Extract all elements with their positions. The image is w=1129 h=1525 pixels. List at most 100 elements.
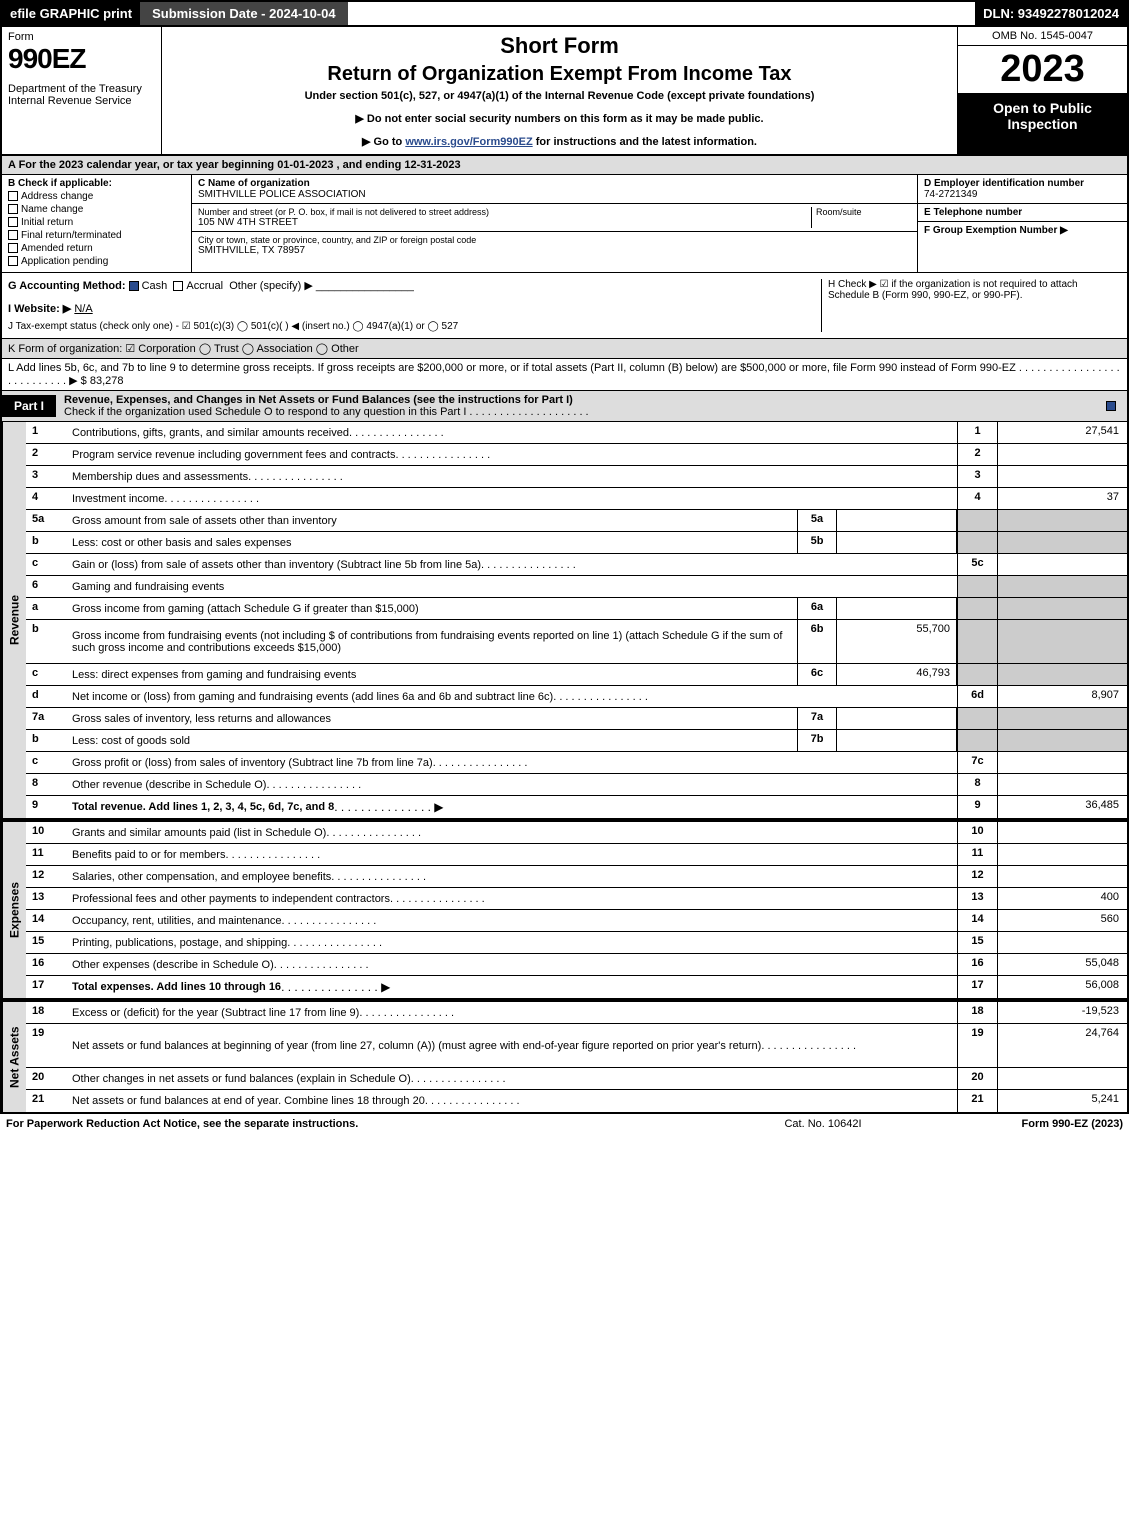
check-cash[interactable] [129,281,139,291]
line-number: b [26,532,66,553]
result-line-number [957,620,997,663]
result-value: 56,008 [997,976,1127,998]
check-address-change[interactable]: Address change [8,191,185,202]
top-bar: efile GRAPHIC print Submission Date - 20… [0,0,1129,27]
netassets-side-label: Net Assets [2,1002,26,1112]
line-description: Net assets or fund balances at beginning… [66,1024,957,1067]
line-description: Grants and similar amounts paid (list in… [66,822,957,843]
result-value [997,620,1127,663]
netassets-table: Net Assets 18Excess or (deficit) for the… [0,1000,1129,1114]
footer-cat-no: Cat. No. 10642I [723,1118,923,1130]
result-value: 560 [997,910,1127,931]
line-number: 7a [26,708,66,729]
line-description: Gross amount from sale of assets other t… [66,510,797,531]
table-row: 17Total expenses. Add lines 10 through 1… [26,976,1127,998]
result-value: 37 [997,488,1127,509]
result-line-number [957,510,997,531]
revenue-side-label: Revenue [2,422,26,818]
line-description: Less: direct expenses from gaming and fu… [66,664,797,685]
addr-label: Number and street (or P. O. box, if mail… [198,207,811,217]
info-grid: B Check if applicable: Address change Na… [0,175,1129,273]
sub-line-number: 5a [797,510,837,531]
line-number: 18 [26,1002,66,1023]
result-value [997,822,1127,843]
result-line-number: 3 [957,466,997,487]
line-number: c [26,752,66,773]
result-line-number: 19 [957,1024,997,1067]
section-l: L Add lines 5b, 6c, and 7b to line 9 to … [0,359,1129,391]
line-description: Gross income from gaming (attach Schedul… [66,598,797,619]
check-application-pending[interactable]: Application pending [8,256,185,267]
sub-line-value [837,510,957,531]
line-number: 14 [26,910,66,931]
result-value [997,664,1127,685]
section-a-tax-year: A For the 2023 calendar year, or tax yea… [0,156,1129,175]
part-1-checkbox[interactable] [1106,400,1127,412]
line-description: Other revenue (describe in Schedule O) .… [66,774,957,795]
result-line-number: 4 [957,488,997,509]
table-row: cGross profit or (loss) from sales of in… [26,752,1127,774]
check-final-return[interactable]: Final return/terminated [8,230,185,241]
section-b-title: B Check if applicable: [8,178,185,189]
ein-label: D Employer identification number [924,178,1121,189]
table-row: cLess: direct expenses from gaming and f… [26,664,1127,686]
result-value [997,510,1127,531]
g-label: G Accounting Method: [8,280,126,292]
result-value [997,866,1127,887]
table-row: 14Occupancy, rent, utilities, and mainte… [26,910,1127,932]
submission-date-label: Submission Date - 2024-10-04 [140,2,348,25]
table-row: dNet income or (loss) from gaming and fu… [26,686,1127,708]
inst2-pre: ▶ Go to [362,136,405,148]
instruction-1: ▶ Do not enter social security numbers o… [172,112,947,125]
result-line-number: 18 [957,1002,997,1023]
irs-link[interactable]: www.irs.gov/Form990EZ [405,136,532,148]
line-description: Professional fees and other payments to … [66,888,957,909]
table-row: 21Net assets or fund balances at end of … [26,1090,1127,1112]
page-footer: For Paperwork Reduction Act Notice, see … [0,1114,1129,1134]
sub-line-number: 6b [797,620,837,663]
other-label: Other (specify) ▶ [229,280,313,292]
line-number: 20 [26,1068,66,1089]
table-row: 5aGross amount from sale of assets other… [26,510,1127,532]
line-number: 10 [26,822,66,843]
result-line-number: 8 [957,774,997,795]
efile-print-label[interactable]: efile GRAPHIC print [2,2,140,25]
result-value [997,444,1127,465]
table-row: 1Contributions, gifts, grants, and simil… [26,422,1127,444]
table-row: 16Other expenses (describe in Schedule O… [26,954,1127,976]
line-description: Other expenses (describe in Schedule O) … [66,954,957,975]
group-exemption-label: F Group Exemption Number ▶ [924,225,1121,236]
line-description: Less: cost of goods sold [66,730,797,751]
line-description: Investment income . . . . . . . . . . . … [66,488,957,509]
part-1-header: Part I Revenue, Expenses, and Changes in… [0,391,1129,422]
result-value [997,932,1127,953]
check-accrual[interactable] [173,281,183,291]
result-value: 36,485 [997,796,1127,818]
line-description: Program service revenue including govern… [66,444,957,465]
sub-line-number: 5b [797,532,837,553]
line-number: 9 [26,796,66,818]
sub-line-number: 7b [797,730,837,751]
check-initial-return[interactable]: Initial return [8,217,185,228]
public-inspection-badge: Open to Public Inspection [958,94,1127,154]
form-header: Form 990EZ Department of the Treasury In… [0,27,1129,156]
line-number: 4 [26,488,66,509]
table-row: bLess: cost or other basis and sales exp… [26,532,1127,554]
department-text: Department of the Treasury Internal Reve… [8,83,155,107]
expenses-side-label: Expenses [2,822,26,998]
title-main: Return of Organization Exempt From Incom… [172,63,947,86]
table-row: 11Benefits paid to or for members . . . … [26,844,1127,866]
line-description: Gain or (loss) from sale of assets other… [66,554,957,575]
section-def: D Employer identification number 74-2721… [917,175,1127,272]
table-row: 4Investment income . . . . . . . . . . .… [26,488,1127,510]
section-k: K Form of organization: ☑ Corporation ◯ … [0,339,1129,359]
netassets-body: 18Excess or (deficit) for the year (Subt… [26,1002,1127,1112]
address-row: Number and street (or P. O. box, if mail… [192,204,917,232]
check-amended-return[interactable]: Amended return [8,243,185,254]
result-value: -19,523 [997,1002,1127,1023]
city-value: SMITHVILLE, TX 78957 [198,245,476,256]
result-line-number [957,664,997,685]
check-name-change[interactable]: Name change [8,204,185,215]
result-line-number: 20 [957,1068,997,1089]
footer-form-id: Form 990-EZ (2023) [923,1118,1123,1130]
